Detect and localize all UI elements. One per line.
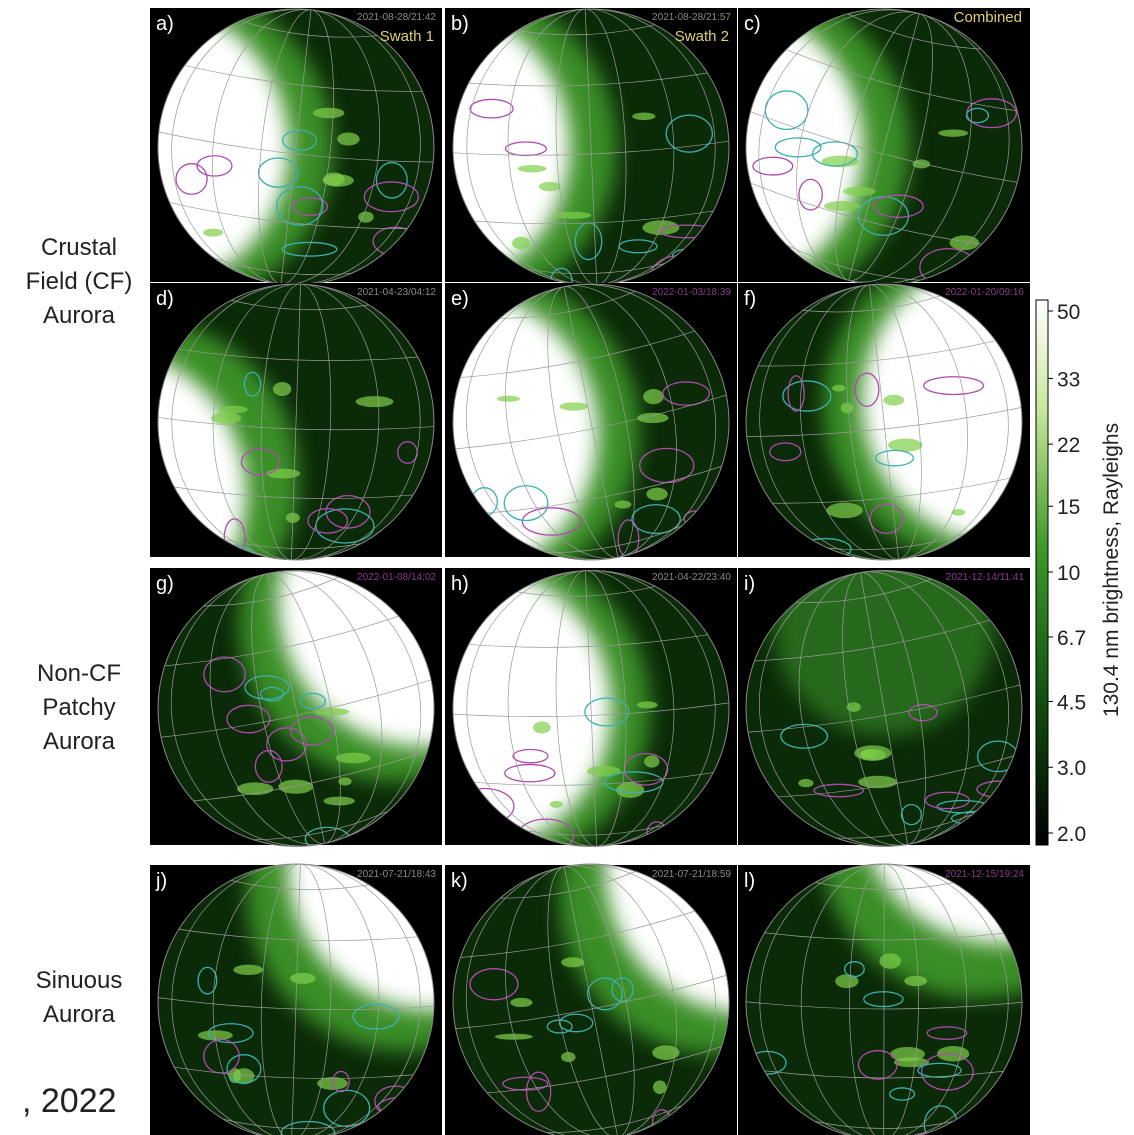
colorbar-tick-label: 2.0 xyxy=(1057,823,1086,846)
figure-canvas: a) 2021-08-28/21:42 Swath 1 b) 2021-08-28/21… xyxy=(0,0,1134,1135)
aurora-patch xyxy=(950,235,980,250)
timestamp: 2021-04-23/04:12 xyxy=(357,287,436,298)
aurora-patch xyxy=(323,174,354,186)
swath-note: Swath 2 xyxy=(675,28,729,45)
timestamp: 2022-01-08/14:02 xyxy=(357,572,436,583)
colorbar-tick-label: 33 xyxy=(1057,368,1080,391)
aurora-patch xyxy=(879,953,901,969)
aurora-patch xyxy=(798,779,813,787)
timestamp: 2021-04-22/23:40 xyxy=(652,572,731,583)
aurora-patch xyxy=(336,753,371,764)
panel-label: d) xyxy=(156,288,174,310)
aurora-patch xyxy=(266,469,300,479)
aurora-patch xyxy=(559,402,587,410)
timestamp: 2021-12-15/19:24 xyxy=(945,869,1024,880)
row-label: Sinuous Aurora xyxy=(18,964,140,1032)
aurora-patch xyxy=(539,182,561,191)
timestamp: 2021-08-28/21:57 xyxy=(652,12,731,23)
row-label: Crustal Field (CF) Aurora xyxy=(18,231,140,333)
panel-label: g) xyxy=(156,573,174,595)
panel-label: i) xyxy=(744,573,755,595)
panel-label: f) xyxy=(744,288,756,310)
colorbar xyxy=(1036,300,1048,845)
aurora-patch xyxy=(632,113,655,121)
aurora-patch xyxy=(637,701,657,708)
panel-label: k) xyxy=(451,870,468,892)
aurora-patch xyxy=(643,389,664,404)
aurora-patch xyxy=(203,229,223,237)
colorbar-tick-label: 22 xyxy=(1057,434,1080,457)
aurora-patch xyxy=(832,385,845,392)
panel-label: l) xyxy=(744,870,755,892)
colorbar-tick-label: 4.5 xyxy=(1057,691,1086,714)
aurora-patch xyxy=(533,721,551,733)
timestamp: 2021-07-21/18:43 xyxy=(357,869,436,880)
colorbar-tick-label: 3.0 xyxy=(1057,757,1086,780)
timestamp: 2021-08-28/21:42 xyxy=(357,12,436,23)
timestamp: 2021-07-21/18:59 xyxy=(652,869,731,880)
aurora-patch xyxy=(938,129,968,136)
aurora-patch xyxy=(219,406,248,414)
colorbar-tick-label: 10 xyxy=(1057,562,1080,585)
panel-label: c) xyxy=(744,13,761,35)
panel: f) 2022-01-20/09:16 xyxy=(732,246,1134,584)
aurora-patch xyxy=(313,108,344,119)
aurora-patch xyxy=(587,766,621,777)
panel-label: b) xyxy=(451,13,469,35)
aurora-patch xyxy=(497,396,520,402)
colorbar-title: 130.4 nm brightness, Rayleighs xyxy=(1100,423,1123,717)
aurora-patch xyxy=(211,412,241,424)
colorbar-tick-label: 50 xyxy=(1057,301,1080,324)
aurora-patch xyxy=(278,780,313,794)
aurora-patch xyxy=(904,976,927,986)
figure: a) 2021-08-28/21:42 Swath 1 b) 2021-08-28/21… xyxy=(0,0,1134,1135)
swath-note: Swath 1 xyxy=(380,28,434,45)
aurora-patch xyxy=(843,187,876,196)
aurora-patch xyxy=(555,212,592,219)
timestamp: 2022-01-03/18:39 xyxy=(652,287,731,298)
swath-note: Combined xyxy=(954,9,1022,26)
panel-label: j) xyxy=(155,870,167,892)
panel-label: h) xyxy=(451,573,469,595)
aurora-patch xyxy=(290,973,315,984)
colorbar-tick-label: 15 xyxy=(1057,496,1080,519)
aurora-patch xyxy=(883,395,904,406)
aurora-patch xyxy=(510,998,532,1007)
aurora-patch xyxy=(824,201,861,211)
aurora-patch xyxy=(273,382,291,396)
footer-text: , 2022 xyxy=(22,1082,117,1121)
aurora-patch xyxy=(337,132,359,145)
panel-label: a) xyxy=(156,13,174,35)
aurora-patch xyxy=(841,403,854,414)
aurora-patch xyxy=(323,797,354,806)
panel: i) 2021-12-14/11:41 xyxy=(724,515,1043,869)
timestamp: 2021-12-14/11:41 xyxy=(946,572,1025,583)
aurora-patch xyxy=(561,1052,575,1062)
aurora-patch xyxy=(826,503,862,519)
colorbar-tick-label: 6.7 xyxy=(1057,627,1086,650)
aurora-patch xyxy=(233,965,263,975)
aurora-patch xyxy=(653,1080,667,1094)
aurora-patch xyxy=(358,211,373,222)
timestamp: 2022-01-20/09:16 xyxy=(945,287,1024,298)
aurora-patch xyxy=(615,500,632,508)
aurora-patch xyxy=(550,801,563,808)
aurora-patch xyxy=(644,755,659,767)
panel-label: e) xyxy=(451,288,469,310)
aurora-patch xyxy=(646,488,667,501)
aurora-patch xyxy=(561,957,584,967)
row-label: Non-CF Patchy Aurora xyxy=(18,657,140,759)
aurora-patch xyxy=(861,749,874,758)
aurora-patch xyxy=(512,237,530,249)
aurora-patch xyxy=(518,165,547,172)
aurora-patch xyxy=(356,396,394,407)
